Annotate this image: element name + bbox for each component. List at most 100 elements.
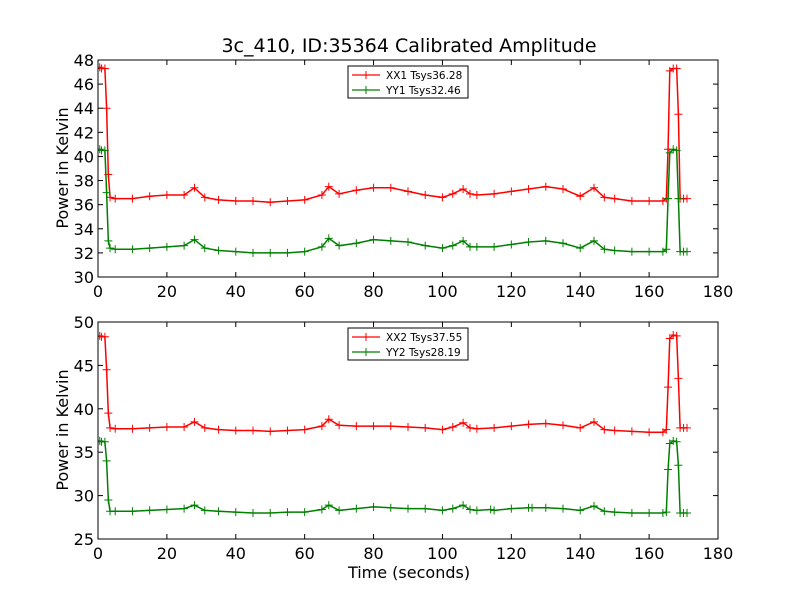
legend: XX2 Tsys37.55 YY2 Tsys28.19	[347, 327, 469, 361]
data-point	[335, 506, 344, 515]
data-point	[472, 424, 481, 433]
data-point	[111, 507, 120, 516]
y-tick-label: 50	[74, 313, 94, 332]
y-tick-label: 38	[74, 172, 94, 191]
data-point	[528, 503, 536, 512]
data-point	[100, 64, 109, 73]
y-tick-label: 40	[74, 147, 94, 166]
data-point	[266, 427, 275, 436]
data-point	[352, 186, 361, 195]
y-tick-label: 30	[74, 487, 94, 506]
series-line	[99, 440, 687, 514]
data-point	[421, 504, 430, 513]
x-tick-label: 180	[703, 282, 734, 301]
data-point	[200, 193, 209, 202]
data-point	[490, 506, 499, 515]
data-point	[128, 424, 137, 433]
x-tick-label: 140	[565, 544, 596, 563]
data-point	[466, 189, 474, 198]
data-point	[672, 64, 681, 73]
data-point	[541, 182, 550, 191]
data-point	[590, 183, 598, 192]
data-point	[386, 236, 395, 245]
y-tick-label: 40	[74, 400, 94, 419]
data-point	[683, 194, 691, 203]
data-point	[283, 197, 292, 206]
data-point	[317, 422, 326, 431]
data-point	[421, 241, 430, 250]
data-point	[658, 508, 667, 517]
x-tick-label: 60	[294, 282, 314, 301]
series-line	[99, 148, 687, 254]
data-point	[249, 426, 257, 435]
x-tick-label: 20	[157, 282, 177, 301]
data-point	[98, 331, 104, 340]
data-point	[610, 194, 619, 203]
data-point	[162, 242, 171, 251]
x-tick-label: 20	[157, 544, 177, 563]
data-point	[190, 235, 199, 244]
data-point	[674, 461, 683, 470]
x-tick-label: 120	[496, 544, 527, 563]
data-point	[559, 504, 567, 513]
data-point	[645, 197, 654, 206]
data-point	[421, 423, 430, 432]
x-tick-label: 40	[226, 544, 246, 563]
data-point	[102, 456, 111, 465]
x-tick-label: 40	[226, 282, 246, 301]
data-point	[111, 194, 120, 203]
data-point	[98, 63, 104, 72]
data-point	[683, 247, 691, 256]
axes-frame	[97, 59, 719, 278]
data-point	[106, 244, 115, 253]
data-point	[162, 191, 171, 200]
data-point	[576, 423, 585, 432]
data-point	[162, 423, 171, 432]
data-point	[249, 508, 257, 517]
data-point	[674, 110, 683, 119]
data-point	[266, 198, 275, 207]
data-point	[472, 191, 481, 200]
data-point	[324, 182, 333, 191]
data-point	[664, 465, 673, 474]
data-point	[106, 423, 115, 432]
data-point	[145, 244, 154, 253]
data-point	[102, 104, 111, 113]
data-point	[524, 238, 533, 247]
data-point	[128, 507, 137, 516]
data-point	[627, 427, 636, 436]
data-point	[576, 244, 585, 253]
chart-bottom-plot: 0 20 40 60 80 100 120 140 160 180 25 30 35 40 45 50 XX2 …	[74, 313, 734, 563]
data-point	[352, 504, 361, 513]
series-group	[98, 331, 691, 517]
data-point	[669, 331, 678, 340]
data-point	[404, 187, 412, 196]
y-tick-label: 35	[74, 443, 94, 462]
data-point	[200, 506, 209, 515]
axes-frame	[97, 321, 719, 540]
data-point	[600, 193, 609, 202]
y-tick-label: 32	[74, 244, 94, 263]
data-point	[324, 501, 333, 510]
data-point	[674, 194, 683, 203]
data-point	[100, 437, 109, 446]
data-point	[317, 505, 326, 514]
data-point	[214, 195, 223, 204]
data-point	[369, 235, 378, 244]
data-point	[404, 238, 412, 247]
data-point	[448, 423, 457, 432]
data-point	[369, 422, 378, 431]
data-point	[466, 423, 474, 432]
data-point	[102, 365, 111, 374]
data-point	[610, 508, 619, 517]
data-point	[335, 241, 344, 250]
data-point	[683, 423, 691, 432]
x-tick-label: 80	[363, 544, 383, 563]
data-point	[448, 241, 457, 250]
data-point	[683, 508, 691, 517]
bottom-y-axis-label: Power in Kelvin	[53, 369, 72, 490]
y-tick-label: 36	[74, 196, 94, 215]
data-point	[541, 419, 550, 428]
legend-marker	[362, 86, 370, 94]
